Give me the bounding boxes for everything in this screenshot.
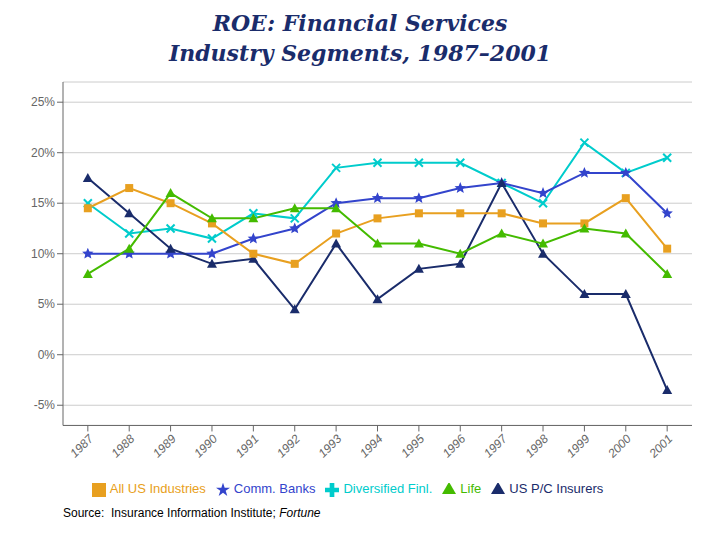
svg-text:1989: 1989	[150, 431, 179, 460]
svg-text:1988: 1988	[109, 431, 138, 460]
svg-text:25%: 25%	[31, 95, 55, 109]
svg-text:1995: 1995	[398, 431, 427, 460]
html-text:US P/C Insurers: US P/C Insurers	[509, 481, 604, 497]
html-text:All US Industries: All US Industries	[109, 481, 206, 497]
svg-text:2000: 2000	[604, 431, 634, 461]
svg-text:1987: 1987	[67, 431, 97, 461]
svg-text:1999: 1999	[564, 431, 593, 460]
svg-text:1998: 1998	[522, 431, 551, 460]
svg-text:1992: 1992	[274, 431, 303, 460]
html-text:Life: Life	[460, 481, 482, 497]
svg-text:1990: 1990	[191, 431, 220, 460]
svg-text:10%: 10%	[31, 247, 55, 261]
html-text:ROE: Financial Services: ROE: Financial Services	[212, 10, 508, 36]
svg-text:1991: 1991	[233, 432, 262, 461]
svg-text:1996: 1996	[440, 431, 469, 460]
svg-text:1994: 1994	[357, 431, 386, 460]
svg-text:15%: 15%	[31, 196, 55, 210]
svg-text:5%: 5%	[38, 297, 56, 311]
html-text:Diversified Finl.: Diversified Finl.	[343, 481, 433, 497]
html-text:Industry Segments, 1987–2001: Industry Segments, 1987–2001	[168, 40, 552, 66]
svg-text:2001: 2001	[646, 432, 675, 461]
html-text:Source: Insurance Information: Source: Insurance Information Institute;…	[63, 506, 321, 520]
svg-text:-5%: -5%	[34, 398, 56, 412]
svg-text:1993: 1993	[315, 431, 344, 460]
svg-text:0%: 0%	[38, 348, 56, 362]
html-text:Comm. Banks: Comm. Banks	[233, 481, 316, 497]
svg-text:1997: 1997	[481, 431, 511, 461]
svg-text:20%: 20%	[31, 146, 55, 160]
